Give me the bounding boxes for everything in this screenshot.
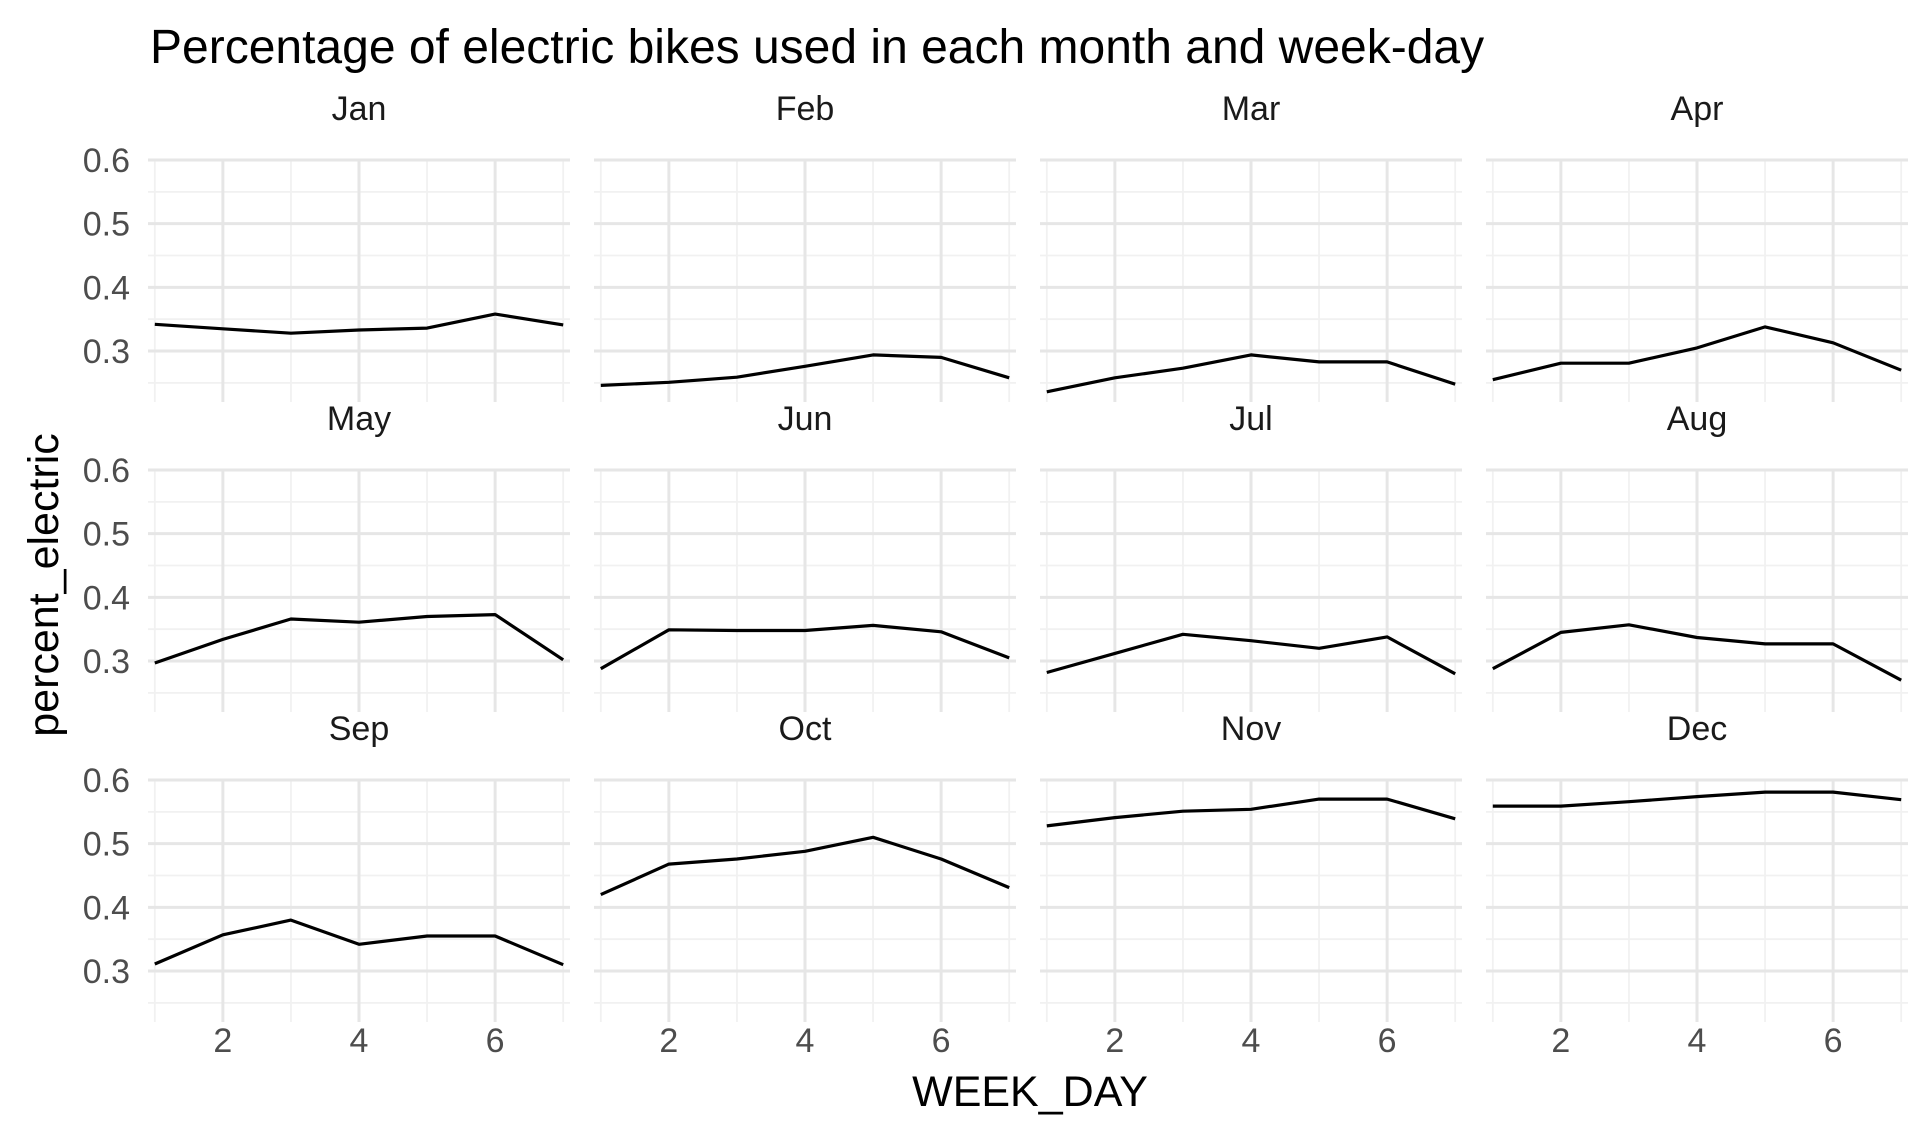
- facet-label: Apr: [1671, 90, 1724, 128]
- x-tick-label: 2: [659, 1022, 678, 1060]
- x-tick-label: 6: [1824, 1022, 1843, 1060]
- series-line-apr: [1492, 325, 1902, 382]
- y-tick-label: 0.3: [83, 953, 130, 991]
- facet-label: Dec: [1667, 710, 1727, 748]
- x-tick-label: 4: [1242, 1022, 1261, 1060]
- facet-label: Jun: [778, 400, 833, 438]
- series-line-nov: [1046, 797, 1456, 828]
- series-line-feb: [600, 353, 1010, 387]
- chart-title: Percentage of electric bikes used in eac…: [150, 21, 1484, 74]
- y-tick-label: 0.4: [83, 889, 130, 927]
- series-line-jan: [154, 312, 564, 335]
- x-axis-title: WEEK_DAY: [912, 1068, 1148, 1116]
- y-tick-label: 0.4: [83, 269, 130, 307]
- y-axis-title: percent_electric: [20, 433, 68, 737]
- panel-aug: Aug: [1486, 400, 1908, 712]
- panel-dec: Dec 2 4 6: [1486, 710, 1908, 1060]
- y-tick-label: 0.3: [83, 643, 130, 681]
- y-tick-label: 0.6: [83, 762, 130, 800]
- x-tick-label: 2: [1551, 1022, 1570, 1060]
- panel-jun: Jun: [594, 400, 1016, 712]
- x-tick-label: 2: [1105, 1022, 1124, 1060]
- x-tick-label: 4: [796, 1022, 815, 1060]
- panel-may: May 0.3 0.4 0.5 0.6: [83, 400, 570, 712]
- facet-label: Jan: [332, 90, 387, 128]
- series-line-mar: [1046, 353, 1456, 394]
- panel-mar: Mar: [1040, 90, 1462, 402]
- x-tick-label: 2: [213, 1022, 232, 1060]
- facet-label: Oct: [779, 710, 832, 748]
- facet-label: Nov: [1221, 710, 1281, 748]
- y-tick-label: 0.5: [83, 516, 130, 554]
- y-tick-label: 0.5: [83, 206, 130, 244]
- x-tick-label: 6: [1378, 1022, 1397, 1060]
- y-tick-label: 0.6: [83, 142, 130, 180]
- facet-label: Aug: [1667, 400, 1728, 438]
- facet-label: Jul: [1229, 400, 1272, 438]
- x-tick-label: 6: [932, 1022, 951, 1060]
- series-line-may: [154, 612, 565, 665]
- series-line-oct: [600, 835, 1010, 897]
- x-tick-label: 4: [1688, 1022, 1707, 1060]
- x-tick-label: 6: [486, 1022, 505, 1060]
- facet-label: Feb: [776, 90, 835, 128]
- y-tick-label: 0.5: [83, 826, 130, 864]
- facet-label: Sep: [329, 710, 390, 748]
- series-line-aug: [1492, 623, 1902, 682]
- panel-sep: Sep 0.3 0.4 0.5 0.6 2 4 6: [83, 710, 570, 1060]
- y-tick-label: 0.6: [83, 452, 130, 490]
- series-line-dec: [1492, 790, 1902, 808]
- y-tick-label: 0.3: [83, 333, 130, 371]
- panel-jul: Jul: [1040, 400, 1462, 712]
- panel-feb: Feb: [594, 90, 1016, 402]
- facet-label: Mar: [1222, 90, 1281, 128]
- panel-oct: Oct 2 4 6: [594, 710, 1016, 1060]
- series-line-sep: [154, 918, 564, 967]
- series-line-jun: [600, 623, 1010, 671]
- x-tick-label: 4: [350, 1022, 369, 1060]
- y-tick-label: 0.4: [83, 579, 130, 617]
- panel-jan: Jan 0.3 0.4 0.5 0.6: [83, 90, 570, 402]
- panel-apr: Apr: [1486, 90, 1908, 402]
- series-line-jul: [1046, 632, 1456, 676]
- facet-label: May: [327, 400, 391, 438]
- panel-nov: Nov 2 4 6: [1040, 710, 1462, 1060]
